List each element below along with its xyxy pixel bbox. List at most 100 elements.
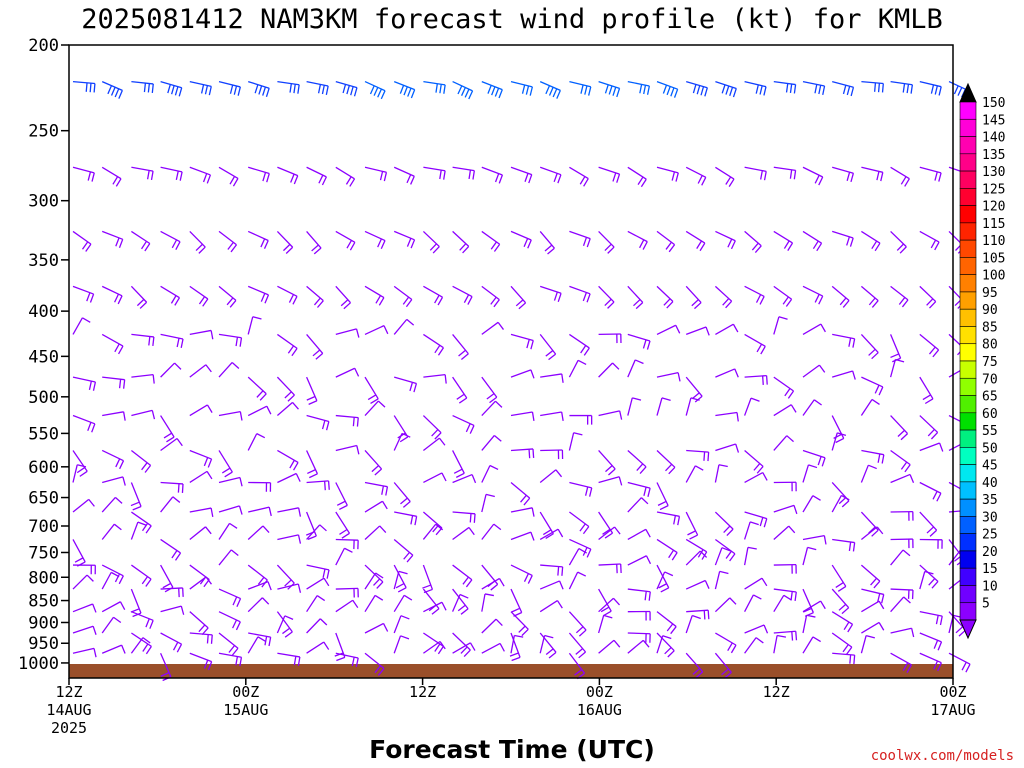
wind-barb-flag	[896, 243, 905, 251]
wind-barb-staff	[890, 334, 902, 359]
wind-barb-flag	[556, 600, 563, 609]
wind-barb-flag	[547, 247, 555, 255]
x-tick-label: 00Z	[232, 683, 259, 701]
wind-barb-flag	[399, 436, 409, 443]
wind-barb-staff	[861, 376, 884, 388]
wind-barb-flag	[754, 245, 762, 254]
wind-barb-flag	[618, 476, 623, 486]
wind-barb-flag	[582, 237, 588, 247]
x-tick-label: 17AUG	[930, 701, 975, 719]
wind-barb-staff	[890, 230, 907, 248]
colorbar-label: 70	[982, 372, 998, 387]
wind-barb-flag	[455, 472, 465, 478]
wind-barb-flag	[782, 296, 789, 305]
wind-barb-flag	[552, 88, 558, 98]
colorbar-label: 95	[982, 286, 998, 301]
wind-barb-staff	[101, 166, 122, 180]
wind-barb-staff	[510, 611, 529, 630]
wind-barb-staff	[131, 409, 153, 417]
wind-barb-staff	[714, 571, 721, 590]
wind-barb-staff	[335, 166, 355, 180]
wind-barb-flag	[356, 417, 359, 427]
wind-barb-staff	[364, 285, 385, 299]
wind-barb-flag	[635, 302, 644, 310]
colorbar-label: 25	[982, 528, 998, 543]
wind-barb-flag	[315, 352, 324, 360]
wind-barb-flag	[381, 500, 388, 510]
wind-barb-flag	[847, 623, 854, 633]
wind-barb-flag	[352, 417, 355, 427]
wind-barb-flag	[377, 238, 383, 248]
wind-barb-flag	[336, 656, 346, 662]
wind-barb-flag	[790, 591, 793, 601]
wind-barb-flag	[321, 85, 325, 95]
wind-barb-flag	[640, 178, 647, 188]
wind-barb-flag	[367, 394, 377, 401]
wind-barb-flag	[355, 657, 359, 667]
wind-barb-staff	[160, 538, 181, 554]
wind-barb-flag	[81, 241, 89, 250]
wind-barb-staff	[452, 526, 470, 540]
wind-barb-flag	[787, 390, 795, 399]
wind-barb-flag	[575, 648, 584, 655]
wind-barb-flag	[172, 641, 179, 651]
wind-barb-flag	[670, 87, 675, 97]
wind-barb-flag	[521, 628, 529, 637]
wind-barb-staff	[715, 230, 736, 242]
wind-barb-flag	[382, 623, 389, 632]
wind-barb-staff	[72, 498, 90, 513]
wind-barb-flag	[880, 172, 884, 182]
wind-barb-flag	[763, 518, 768, 528]
wind-barb-staff	[72, 539, 86, 563]
wind-barb-staff	[510, 333, 534, 342]
wind-barb-staff	[569, 80, 591, 88]
wind-barb-staff	[510, 80, 533, 88]
wind-barb-flag	[849, 654, 852, 664]
wind-barb-staff	[685, 511, 699, 536]
wind-barb-staff	[393, 482, 411, 502]
wind-barb-staff	[744, 577, 763, 590]
wind-barb-flag	[151, 410, 156, 420]
wind-barb-staff	[773, 376, 794, 392]
wind-barb-flag	[700, 86, 705, 96]
wind-barb-staff	[715, 368, 736, 378]
wind-barb-staff	[189, 329, 212, 336]
wind-barb-flag	[793, 505, 798, 515]
wind-barb-flag	[498, 89, 503, 99]
wind-barb-staff	[160, 496, 174, 513]
wind-barb-flag	[262, 525, 270, 534]
wind-barb-flag	[763, 624, 769, 634]
wind-barb-flag	[261, 597, 270, 605]
wind-barb-staff	[627, 449, 647, 468]
wind-barb-staff	[189, 166, 211, 176]
wind-barb-staff	[890, 166, 910, 180]
wind-barb-staff	[364, 400, 379, 416]
colorbar-label: 125	[982, 182, 1005, 197]
wind-barb-flag	[435, 83, 438, 93]
wind-barb-flag	[929, 301, 937, 309]
wind-barb-flag	[612, 362, 620, 370]
wind-barb-staff	[218, 362, 233, 378]
wind-barb-flag	[268, 507, 272, 517]
wind-barb-staff	[598, 476, 620, 484]
wind-barb-staff	[627, 528, 647, 541]
wind-barb-staff	[247, 636, 259, 654]
wind-barb-flag	[818, 85, 822, 95]
wind-barb-staff	[540, 564, 563, 568]
wind-barb-flag	[881, 454, 885, 464]
wind-barb-flag	[807, 546, 817, 551]
wind-barb-staff	[452, 564, 473, 581]
wind-barb-staff	[685, 230, 706, 244]
wind-barb-flag	[119, 601, 126, 610]
wind-barb-flag	[205, 526, 212, 535]
wind-barb-flag	[901, 299, 909, 308]
wind-barb-flag	[403, 594, 413, 601]
wind-barb-staff	[627, 555, 647, 566]
wind-barb-flag	[402, 501, 411, 508]
wind-barb-flag	[260, 293, 266, 302]
wind-barb-staff	[656, 371, 679, 378]
wind-barb-staff	[189, 364, 207, 378]
wind-barb-staff	[802, 615, 808, 634]
wind-barb-flag	[177, 483, 180, 493]
x-axis-label: Forecast Time (UTC)	[369, 735, 655, 764]
